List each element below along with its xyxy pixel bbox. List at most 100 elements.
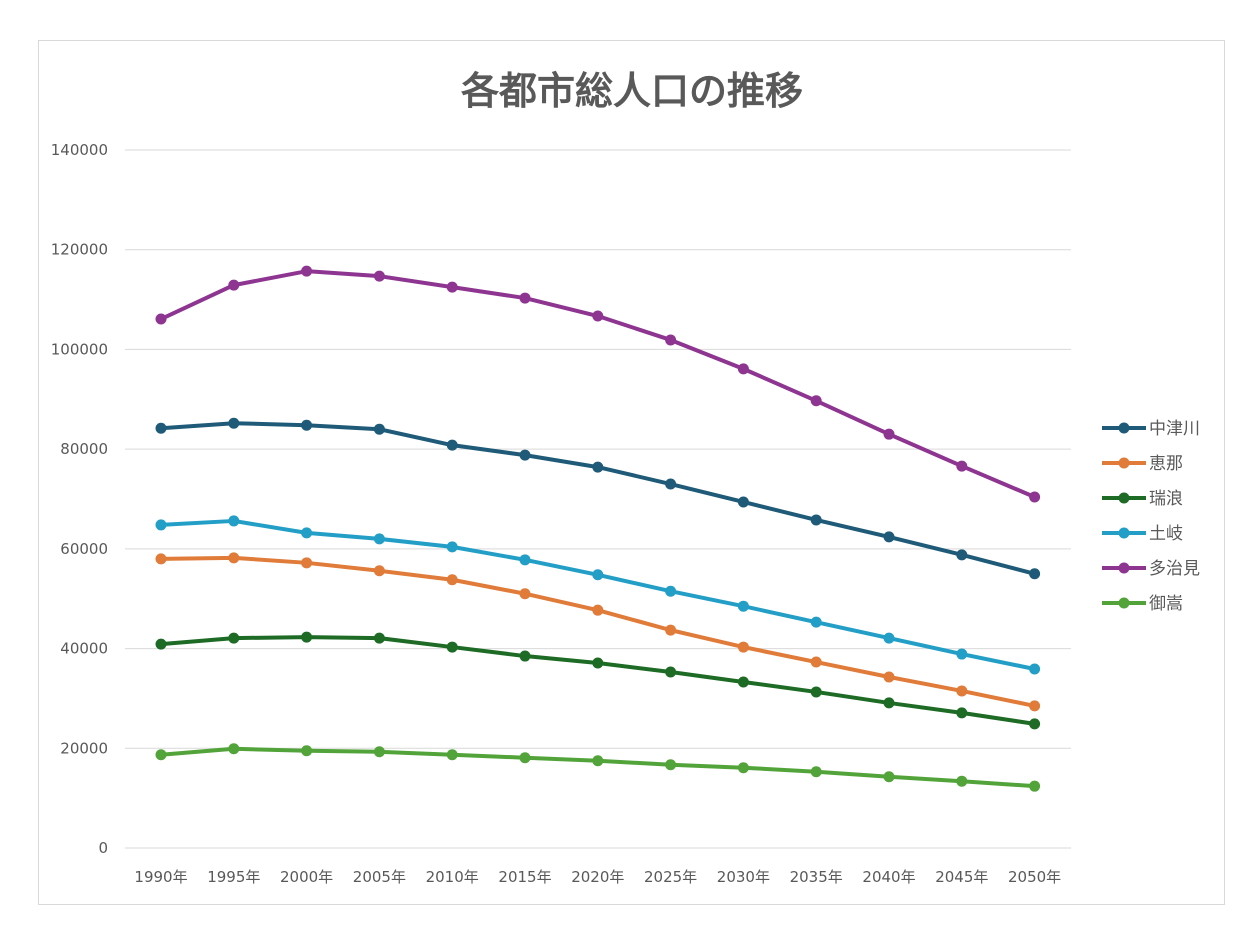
y-tick-label: 40000 xyxy=(60,640,108,658)
series-line xyxy=(160,421,1036,576)
data-point xyxy=(301,631,313,643)
x-tick-label: 2005年 xyxy=(353,868,406,886)
data-point xyxy=(519,752,531,764)
data-point xyxy=(883,632,895,644)
data-point xyxy=(883,428,895,440)
data-point xyxy=(228,279,240,291)
legend-label: 中津川 xyxy=(1149,419,1200,439)
data-point xyxy=(519,650,531,662)
data-point xyxy=(155,553,167,565)
data-point xyxy=(810,514,822,526)
data-point xyxy=(592,310,604,322)
data-point xyxy=(592,569,604,581)
data-point xyxy=(737,363,749,375)
series-3 xyxy=(155,515,1041,675)
data-point xyxy=(155,749,167,761)
data-point xyxy=(155,519,167,531)
chart-frame xyxy=(38,40,1225,905)
data-point xyxy=(228,515,240,527)
data-point xyxy=(519,554,531,566)
x-tick-label: 1995年 xyxy=(207,868,260,886)
x-tick-label: 2010年 xyxy=(426,868,479,886)
data-point xyxy=(301,745,313,757)
data-point xyxy=(592,755,604,767)
legend-label: 多治見 xyxy=(1149,559,1200,579)
series-line xyxy=(160,746,1035,789)
data-point xyxy=(956,707,968,719)
data-point xyxy=(737,641,749,653)
legend-marker xyxy=(1118,492,1130,504)
data-point xyxy=(592,461,604,473)
data-point xyxy=(737,762,749,774)
data-point xyxy=(373,565,385,577)
data-point xyxy=(228,743,240,755)
data-point xyxy=(373,270,385,282)
data-point xyxy=(810,686,822,698)
series-1 xyxy=(155,552,1041,712)
data-point xyxy=(1029,491,1041,503)
data-point xyxy=(519,292,531,304)
legend-label: 御嵩 xyxy=(1149,594,1183,614)
data-point xyxy=(956,460,968,472)
data-point xyxy=(665,585,677,597)
data-point xyxy=(665,759,677,771)
data-point xyxy=(592,604,604,616)
y-tick-label: 140000 xyxy=(51,141,108,159)
data-point xyxy=(373,746,385,758)
x-tick-label: 2035年 xyxy=(790,868,843,886)
legend-label: 土岐 xyxy=(1149,524,1183,544)
data-point xyxy=(737,600,749,612)
legend-marker xyxy=(1118,527,1130,539)
data-point xyxy=(956,648,968,660)
data-point xyxy=(665,478,677,490)
x-tick-label: 2030年 xyxy=(717,868,770,886)
data-point xyxy=(810,395,822,407)
data-point xyxy=(446,281,458,293)
x-tick-label: 2015年 xyxy=(498,868,551,886)
data-point xyxy=(301,557,313,569)
data-point xyxy=(1029,700,1041,712)
y-tick-label: 80000 xyxy=(60,440,108,458)
x-tick-label: 2045年 xyxy=(935,868,988,886)
data-point xyxy=(373,632,385,644)
x-tick-label: 1990年 xyxy=(134,868,187,886)
data-point xyxy=(446,749,458,761)
series-2 xyxy=(155,631,1041,730)
legend-marker xyxy=(1118,562,1130,574)
legend-marker xyxy=(1118,457,1130,469)
series-5 xyxy=(155,743,1041,792)
data-point xyxy=(519,588,531,600)
data-point xyxy=(810,766,822,778)
data-point xyxy=(883,531,895,543)
data-point xyxy=(883,671,895,683)
legend-marker xyxy=(1118,422,1130,434)
data-point xyxy=(1029,780,1041,792)
data-point xyxy=(228,632,240,644)
data-point xyxy=(883,771,895,783)
data-point xyxy=(446,574,458,586)
legend-label: 瑞浪 xyxy=(1149,489,1183,509)
data-point xyxy=(155,422,167,434)
series-4 xyxy=(155,265,1041,503)
x-tick-label: 2040年 xyxy=(862,868,915,886)
data-point xyxy=(155,638,167,650)
y-tick-label: 60000 xyxy=(60,540,108,558)
data-point xyxy=(737,496,749,508)
data-point xyxy=(665,624,677,636)
y-tick-label: 20000 xyxy=(60,739,108,757)
data-point xyxy=(519,449,531,461)
data-point xyxy=(883,697,895,709)
x-tick-label: 2050年 xyxy=(1008,868,1061,886)
data-point xyxy=(446,641,458,653)
data-point xyxy=(301,419,313,431)
data-point xyxy=(665,666,677,678)
chart-title: 各都市総人口の推移 xyxy=(461,69,803,113)
data-point xyxy=(301,265,313,277)
data-point xyxy=(1029,718,1041,730)
data-point xyxy=(810,656,822,668)
x-tick-label: 2020年 xyxy=(571,868,624,886)
data-point xyxy=(228,417,240,429)
data-point xyxy=(592,657,604,669)
legend-label: 恵那 xyxy=(1149,454,1183,474)
